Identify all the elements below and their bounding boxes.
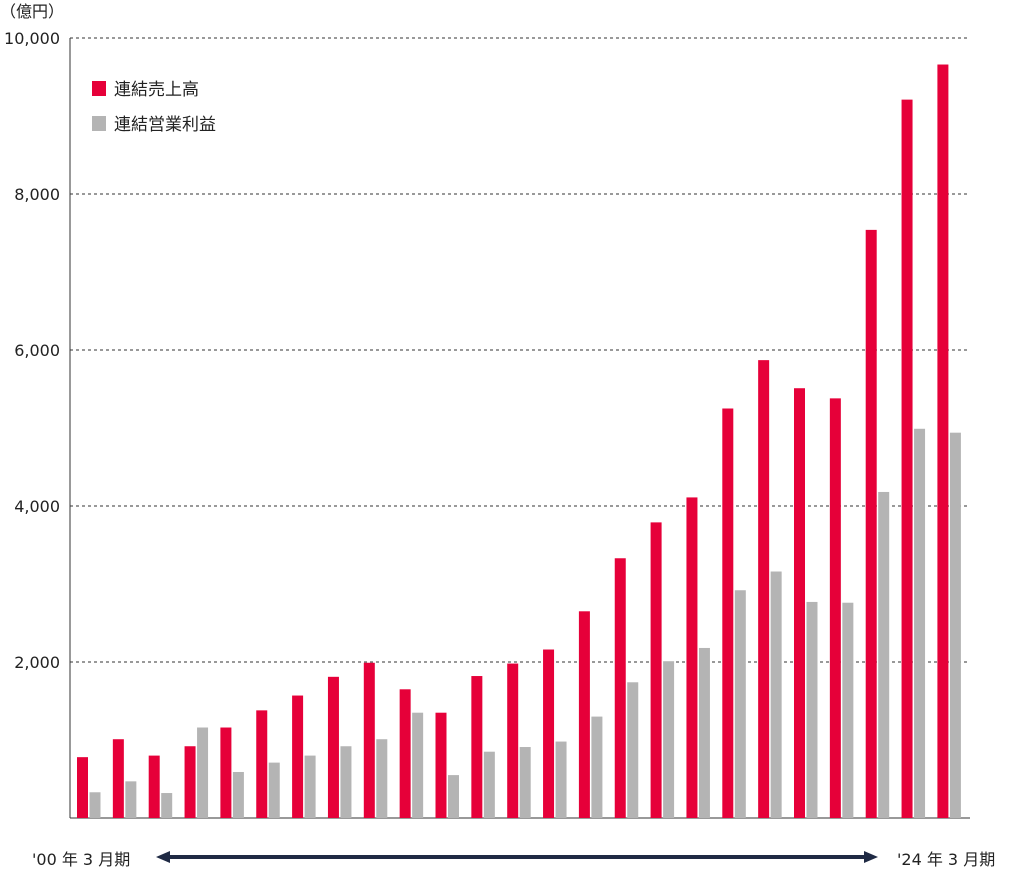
legend-swatch-operating-income xyxy=(92,116,106,131)
y-tick-label: 6,000 xyxy=(14,341,60,360)
bar-sales-03 xyxy=(184,746,196,818)
bar-operating-income-11 xyxy=(483,751,495,818)
gridlines xyxy=(70,37,970,663)
bar-operating-income-00 xyxy=(89,792,101,818)
bar-sales-20 xyxy=(794,388,805,818)
bar-sales-12 xyxy=(507,663,519,818)
bar-operating-income-14 xyxy=(591,716,603,818)
bar-operating-income-04 xyxy=(232,771,244,818)
y-tick-label: 4,000 xyxy=(14,497,60,516)
bar-sales-04 xyxy=(220,727,232,818)
period-range: '00 年 3 月期 '24 年 3 月期 xyxy=(32,850,995,869)
legend-label-sales: 連結売上高 xyxy=(114,80,199,100)
bar-operating-income-19 xyxy=(770,571,782,818)
bar-sales-19 xyxy=(758,360,770,818)
bar-sales-00 xyxy=(77,757,88,818)
legend: 連結売上高 連結営業利益 xyxy=(92,80,216,135)
y-axis-unit-label: （億円） xyxy=(0,2,64,21)
bar-sales-07 xyxy=(327,676,339,818)
bar-operating-income-17 xyxy=(698,647,710,818)
y-tick-label: 2,000 xyxy=(14,653,60,672)
bar-operating-income-13 xyxy=(555,741,567,818)
bar-sales-09 xyxy=(399,689,411,818)
bar-sales-15 xyxy=(614,558,626,818)
bar-series xyxy=(77,64,961,819)
bar-operating-income-06 xyxy=(304,755,316,818)
bar-operating-income-03 xyxy=(197,727,209,818)
legend-swatch-sales xyxy=(92,81,106,96)
period-end-label: '24 年 3 月期 xyxy=(897,850,995,869)
period-arrow-head-right xyxy=(864,851,878,863)
y-tick-label: 10,000 xyxy=(4,29,60,48)
bar-sales-21 xyxy=(829,398,841,818)
bar-operating-income-12 xyxy=(519,747,531,818)
period-arrow-head-left xyxy=(156,851,170,863)
bar-sales-24 xyxy=(937,64,949,818)
bar-operating-income-22 xyxy=(878,491,890,818)
bar-sales-02 xyxy=(148,755,160,818)
bar-operating-income-10 xyxy=(448,775,459,818)
bar-sales-01 xyxy=(112,739,124,818)
bar-sales-13 xyxy=(543,649,555,818)
bar-operating-income-15 xyxy=(627,682,639,818)
bar-operating-income-23 xyxy=(914,428,926,818)
y-tick-labels: 2,000 4,000 6,000 8,000 10,000 xyxy=(4,29,60,672)
bar-operating-income-24 xyxy=(949,432,961,818)
bar-sales-18 xyxy=(722,408,734,818)
bar-operating-income-16 xyxy=(663,661,675,818)
bar-sales-22 xyxy=(865,229,877,818)
bar-operating-income-08 xyxy=(376,739,388,818)
bar-operating-income-05 xyxy=(268,762,280,818)
bar-sales-08 xyxy=(363,662,375,818)
bar-sales-05 xyxy=(256,710,268,818)
bar-sales-06 xyxy=(292,695,304,818)
y-tick-label: 8,000 xyxy=(14,185,60,204)
bar-sales-14 xyxy=(578,611,590,818)
bar-sales-10 xyxy=(435,712,447,818)
bar-operating-income-21 xyxy=(842,602,854,818)
bar-operating-income-07 xyxy=(340,746,352,818)
period-arrow xyxy=(156,851,878,863)
bar-operating-income-02 xyxy=(161,793,173,818)
bar-sales-23 xyxy=(901,99,913,819)
bar-sales-11 xyxy=(471,676,483,818)
bar-operating-income-09 xyxy=(412,712,424,818)
bar-sales-16 xyxy=(650,522,662,818)
bar-sales-17 xyxy=(686,497,698,818)
bar-operating-income-20 xyxy=(806,601,818,818)
period-start-label: '00 年 3 月期 xyxy=(32,850,130,869)
bar-operating-income-18 xyxy=(734,590,746,818)
bar-operating-income-01 xyxy=(125,781,137,818)
legend-label-operating-income: 連結営業利益 xyxy=(114,115,216,135)
